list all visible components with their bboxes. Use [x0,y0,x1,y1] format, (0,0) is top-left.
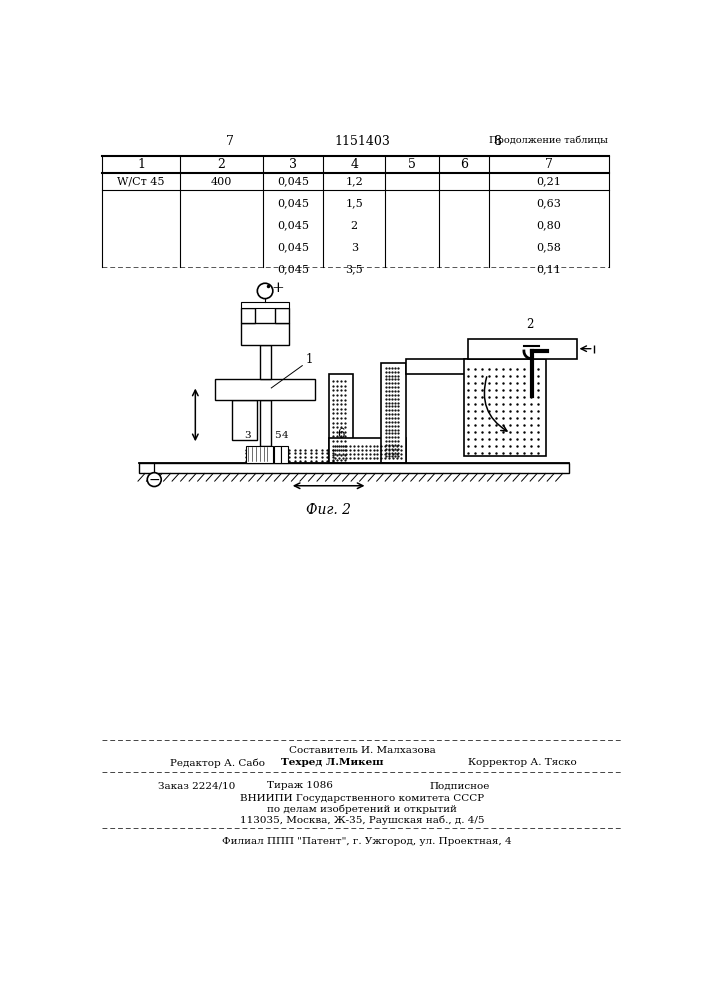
Bar [139,463,569,473]
Text: 5: 5 [409,158,416,171]
Text: по делам изобретений и открытий: по делам изобретений и открытий [267,805,457,814]
Text: 1: 1 [305,353,312,366]
Text: 8: 8 [493,135,501,148]
Bar [215,379,315,400]
Text: 3: 3 [289,158,297,171]
Bar [274,446,281,463]
Text: +: + [271,281,284,295]
Text: 400: 400 [211,177,232,187]
Bar [246,446,273,463]
Text: 0,11: 0,11 [537,265,561,275]
Text: 0,63: 0,63 [537,199,561,209]
Text: 0,80: 0,80 [537,221,561,231]
Bar [275,308,289,323]
Text: Техред Л.Микеш: Техред Л.Микеш [281,758,383,767]
Bar [259,400,271,446]
Bar [329,374,354,463]
Text: 0,045: 0,045 [277,221,309,231]
Bar [241,323,289,345]
Text: 3: 3 [244,431,250,440]
Bar [232,400,257,440]
Text: 3: 3 [351,243,358,253]
Text: Филиал ППП "Патент", г. Ужгород, ул. Проектная, 4: Филиал ППП "Патент", г. Ужгород, ул. Про… [222,837,511,846]
Circle shape [257,283,273,299]
Text: Заказ 2224/10: Заказ 2224/10 [158,781,235,790]
Text: Корректор А. Тяско: Корректор А. Тяско [468,758,577,767]
Bar [241,302,289,308]
Text: 1: 1 [137,158,145,171]
Text: 6: 6 [337,428,345,441]
Text: Продолжение таблицы: Продолжение таблицы [489,136,607,145]
Text: 1,2: 1,2 [345,177,363,187]
Text: 3,5: 3,5 [345,265,363,275]
Bar [281,446,288,463]
Text: 7: 7 [545,158,553,171]
Text: 1151403: 1151403 [334,135,390,148]
Text: −: − [148,473,160,487]
Text: Редактор А. Сабо: Редактор А. Сабо [170,758,264,768]
Circle shape [147,473,161,487]
Bar [241,308,255,323]
Text: 2: 2 [351,221,358,231]
Text: W/Ст 45: W/Ст 45 [117,177,165,187]
Text: 0,045: 0,045 [277,265,309,275]
Text: Тираж 1086: Тираж 1086 [267,781,332,790]
Text: 113035, Москва, Ж-35, Раушская наб., д. 4/5: 113035, Москва, Ж-35, Раушская наб., д. … [240,815,484,825]
Bar [406,359,468,374]
Text: 6: 6 [460,158,468,171]
Text: Составитель И. Малхазова: Составитель И. Малхазова [288,746,436,755]
Text: 1,5: 1,5 [345,199,363,209]
Text: Подписное: Подписное [429,781,490,790]
Text: Фиг. 2: Фиг. 2 [306,503,351,517]
Text: 0,045: 0,045 [277,243,309,253]
Text: 0,21: 0,21 [537,177,561,187]
Text: 0,58: 0,58 [537,243,561,253]
Bar [329,438,406,463]
Text: 4: 4 [350,158,358,171]
Bar [468,339,577,359]
Text: 5: 5 [274,431,281,440]
Text: 7: 7 [226,135,234,148]
Bar [381,363,406,463]
Text: 0,045: 0,045 [277,177,309,187]
Text: 2: 2 [217,158,226,171]
Text: ВНИИПИ Государственного комитета СССР: ВНИИПИ Государственного комитета СССР [240,794,484,803]
Text: 2: 2 [527,318,534,331]
Bar [259,345,271,379]
Bar [464,359,546,456]
Text: 4: 4 [281,431,288,440]
Text: 0,045: 0,045 [277,199,309,209]
